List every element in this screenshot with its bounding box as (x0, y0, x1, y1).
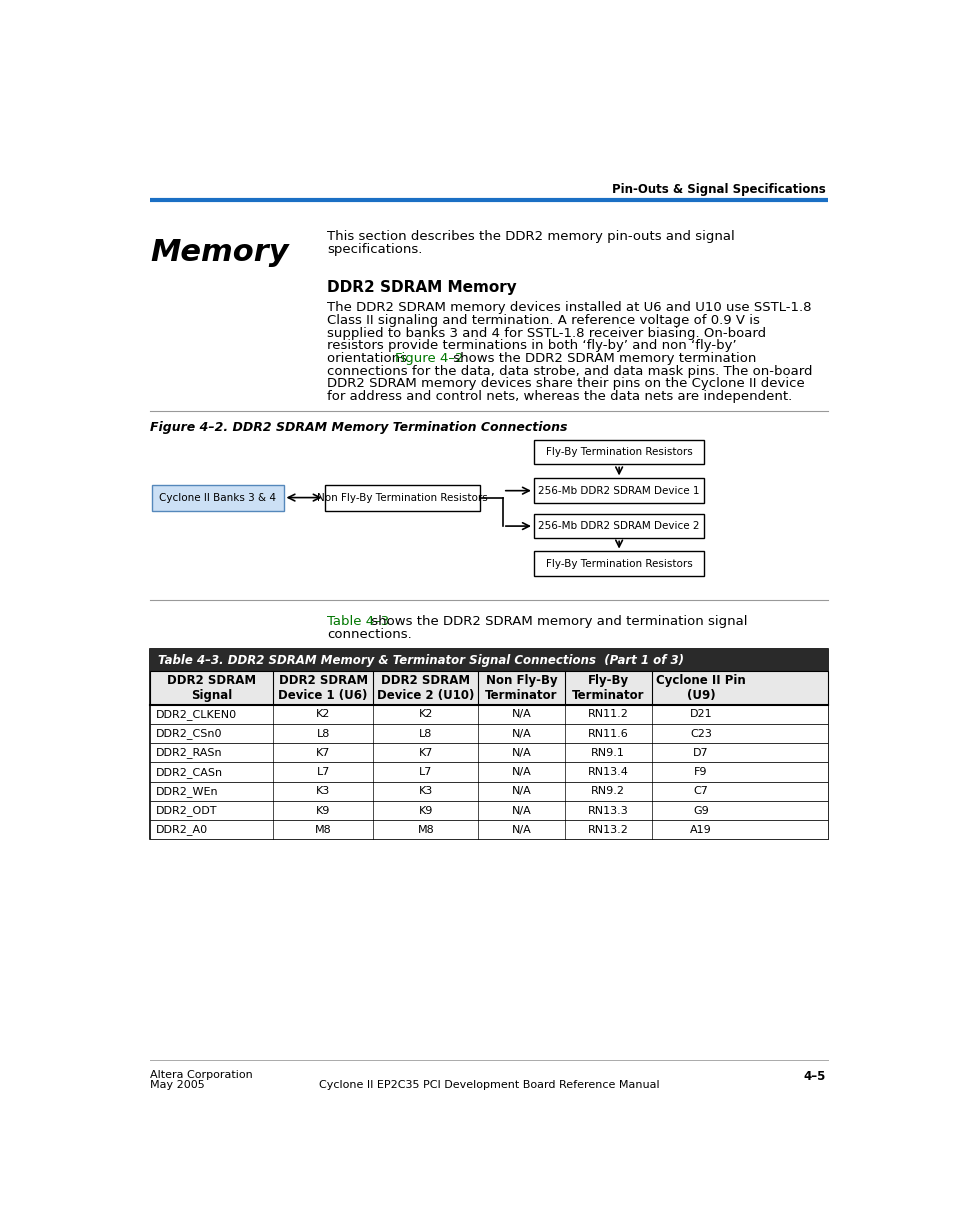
Text: This section describes the DDR2 memory pin-outs and signal: This section describes the DDR2 memory p… (327, 229, 734, 243)
Text: Memory: Memory (150, 238, 289, 267)
Text: Pin-Outs & Signal Specifications: Pin-Outs & Signal Specifications (612, 183, 825, 195)
Bar (150, 744, 827, 762)
Bar (150, 649, 827, 839)
Text: K3: K3 (315, 787, 330, 796)
Bar (534, 479, 703, 503)
Text: D21: D21 (689, 709, 712, 719)
Text: K7: K7 (315, 747, 330, 758)
Text: Cyclone II Pin
(U9): Cyclone II Pin (U9) (656, 674, 745, 702)
Text: K9: K9 (418, 806, 433, 816)
Bar (150, 762, 827, 782)
Text: Table 4–3: Table 4–3 (327, 616, 389, 628)
Text: shows the DDR2 SDRAM memory termination: shows the DDR2 SDRAM memory termination (448, 352, 755, 366)
Bar (150, 801, 827, 820)
Text: M8: M8 (314, 825, 331, 834)
Text: RN11.2: RN11.2 (587, 709, 628, 719)
Text: DDR2_CLKEN0: DDR2_CLKEN0 (155, 709, 236, 720)
Text: M8: M8 (417, 825, 434, 834)
Text: Figure 4–2. DDR2 SDRAM Memory Termination Connections: Figure 4–2. DDR2 SDRAM Memory Terminatio… (150, 421, 567, 433)
Text: DDR2 SDRAM
Signal: DDR2 SDRAM Signal (167, 674, 255, 702)
Text: K2: K2 (418, 709, 433, 719)
Text: K3: K3 (418, 787, 433, 796)
Bar (150, 782, 827, 801)
Text: DDR2 SDRAM memory devices share their pins on the Cyclone II device: DDR2 SDRAM memory devices share their pi… (327, 378, 804, 390)
Text: Figure 4–2: Figure 4–2 (395, 352, 463, 366)
Text: N/A: N/A (511, 825, 531, 834)
Text: C7: C7 (693, 787, 707, 796)
Text: DDR2 SDRAM
Device 2 (U10): DDR2 SDRAM Device 2 (U10) (376, 674, 474, 702)
Bar (150, 820, 827, 839)
Text: N/A: N/A (511, 806, 531, 816)
Text: Non Fly-By
Terminator: Non Fly-By Terminator (485, 674, 558, 702)
Text: specifications.: specifications. (327, 243, 422, 255)
Text: RN13.2: RN13.2 (587, 825, 628, 834)
Text: 4–5: 4–5 (802, 1070, 825, 1082)
Text: DDR2 SDRAM
Device 1 (U6): DDR2 SDRAM Device 1 (U6) (278, 674, 367, 702)
Text: Non Fly-By Termination Resistors: Non Fly-By Termination Resistors (316, 492, 487, 503)
Text: Fly-By Termination Resistors: Fly-By Termination Resistors (545, 558, 692, 569)
Text: N/A: N/A (511, 729, 531, 739)
Text: Cyclone II Banks 3 & 4: Cyclone II Banks 3 & 4 (159, 492, 275, 503)
Bar (534, 551, 703, 577)
Text: D7: D7 (692, 747, 708, 758)
Text: DDR2_RASn: DDR2_RASn (155, 747, 222, 758)
Bar (150, 704, 827, 724)
Text: N/A: N/A (511, 747, 531, 758)
Text: supplied to banks 3 and 4 for SSTL-1.8 receiver biasing. On-board: supplied to banks 3 and 4 for SSTL-1.8 r… (327, 326, 765, 340)
Text: N/A: N/A (511, 787, 531, 796)
Text: May 2005: May 2005 (150, 1081, 205, 1091)
Text: DDR2_CASn: DDR2_CASn (155, 767, 223, 778)
Text: 256-Mb DDR2 SDRAM Device 2: 256-Mb DDR2 SDRAM Device 2 (537, 521, 700, 531)
Text: A19: A19 (689, 825, 711, 834)
Text: connections.: connections. (327, 628, 412, 642)
Bar (150, 724, 827, 744)
Text: F9: F9 (694, 767, 707, 777)
Text: Cyclone II EP2C35 PCI Development Board Reference Manual: Cyclone II EP2C35 PCI Development Board … (318, 1081, 659, 1091)
Bar (150, 671, 827, 704)
Text: L7: L7 (316, 767, 330, 777)
Text: resistors provide terminations in both ‘fly-by’ and non ‘fly-by’: resistors provide terminations in both ‘… (327, 340, 736, 352)
Text: C23: C23 (689, 729, 711, 739)
Text: K9: K9 (315, 806, 330, 816)
Text: Altera Corporation: Altera Corporation (150, 1070, 253, 1080)
Text: G9: G9 (692, 806, 708, 816)
Text: RN13.3: RN13.3 (587, 806, 628, 816)
Text: Table 4–3. DDR2 SDRAM Memory & Terminator Signal Connections  (Part 1 of 3): Table 4–3. DDR2 SDRAM Memory & Terminato… (158, 654, 683, 666)
Text: 256-Mb DDR2 SDRAM Device 1: 256-Mb DDR2 SDRAM Device 1 (537, 486, 700, 496)
Text: shows the DDR2 SDRAM memory and termination signal: shows the DDR2 SDRAM memory and terminat… (367, 616, 747, 628)
Text: DDR2_ODT: DDR2_ODT (155, 805, 217, 816)
Text: L8: L8 (316, 729, 330, 739)
Text: L7: L7 (418, 767, 432, 777)
Text: Fly-By Termination Resistors: Fly-By Termination Resistors (545, 447, 692, 458)
Text: connections for the data, data strobe, and data mask pins. The on-board: connections for the data, data strobe, a… (327, 364, 812, 378)
Text: K2: K2 (315, 709, 330, 719)
Text: DDR2 SDRAM Memory: DDR2 SDRAM Memory (327, 280, 517, 294)
Text: Class II signaling and termination. A reference voltage of 0.9 V is: Class II signaling and termination. A re… (327, 314, 759, 326)
Text: RN13.4: RN13.4 (587, 767, 628, 777)
Text: orientations.: orientations. (327, 352, 415, 366)
Text: RN9.2: RN9.2 (591, 787, 624, 796)
Text: N/A: N/A (511, 767, 531, 777)
Text: N/A: N/A (511, 709, 531, 719)
Text: RN9.1: RN9.1 (591, 747, 624, 758)
Bar (324, 485, 479, 510)
Text: L8: L8 (418, 729, 432, 739)
Text: K7: K7 (418, 747, 433, 758)
Bar (150, 649, 827, 671)
Bar (152, 485, 283, 510)
Bar (534, 514, 703, 539)
Bar (534, 439, 703, 465)
Text: for address and control nets, whereas the data nets are independent.: for address and control nets, whereas th… (327, 390, 791, 404)
Text: Fly-By
Terminator: Fly-By Terminator (572, 674, 644, 702)
Text: RN11.6: RN11.6 (587, 729, 628, 739)
Text: DDR2_CSn0: DDR2_CSn0 (155, 728, 222, 739)
Text: DDR2_A0: DDR2_A0 (155, 825, 208, 836)
Text: The DDR2 SDRAM memory devices installed at U6 and U10 use SSTL-1.8: The DDR2 SDRAM memory devices installed … (327, 302, 811, 314)
Text: DDR2_WEn: DDR2_WEn (155, 785, 218, 796)
